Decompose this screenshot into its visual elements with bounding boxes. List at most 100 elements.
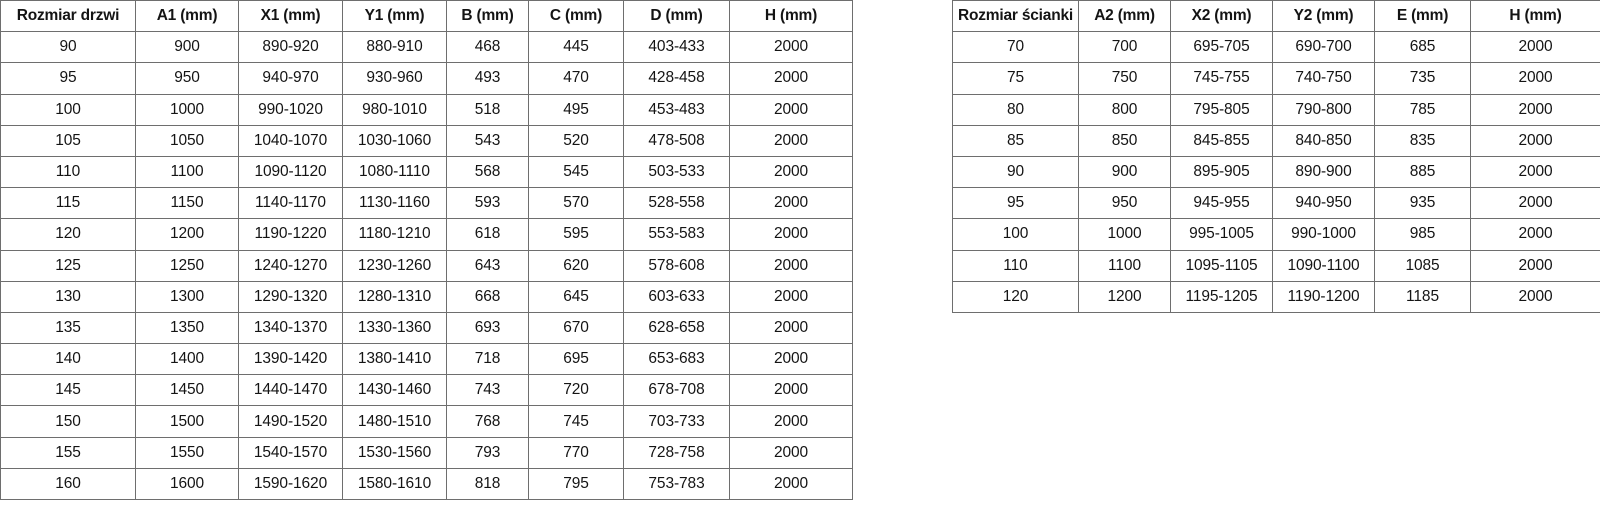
table-cell: 890-920 xyxy=(238,31,343,64)
table-cell: 2000 xyxy=(1470,187,1600,220)
table-cell: 1185 xyxy=(1374,280,1471,313)
table-cell: 2000 xyxy=(729,124,853,157)
row-size-cell: 90 xyxy=(0,31,136,64)
table-cell: 2000 xyxy=(729,218,853,251)
table-row: 70 700 695-705 690-700 685 2000 xyxy=(952,31,1600,64)
table-cell: 735 xyxy=(1374,62,1471,95)
table-cell: 668 xyxy=(446,280,529,313)
table-cell: 1195-1205 xyxy=(1170,280,1273,313)
table-cell: 645 xyxy=(528,280,624,313)
table-cell: 453-483 xyxy=(623,93,730,126)
table-cell: 1190-1200 xyxy=(1272,280,1375,313)
table-cell: 1340-1370 xyxy=(238,311,343,345)
table-row: 140 1400 1390-1420 1380-1410 718 695 653-683 20… xyxy=(0,343,853,376)
table-cell: 545 xyxy=(528,155,624,189)
table-cell: 2000 xyxy=(729,311,853,345)
table-cell: 695 xyxy=(528,343,624,376)
table-cell: 1440-1470 xyxy=(238,374,343,407)
door-table-body: 90 900 890-920 880-910 468 445 403-433 2000 95 95… xyxy=(0,31,853,501)
table-cell: 2000 xyxy=(729,280,853,313)
table-cell: 1200 xyxy=(135,218,239,251)
table-cell: 700 xyxy=(1078,31,1171,64)
table-cell: 520 xyxy=(528,124,624,157)
table-cell: 468 xyxy=(446,31,529,64)
table-cell: 1430-1460 xyxy=(342,374,447,407)
column-header: Y1 (mm) xyxy=(342,0,447,33)
table-cell: 950 xyxy=(135,62,239,95)
table-cell: 1580-1610 xyxy=(342,467,447,501)
table-cell: 670 xyxy=(528,311,624,345)
table-cell: 1230-1260 xyxy=(342,249,447,282)
table-cell: 1350 xyxy=(135,311,239,345)
table-cell: 1450 xyxy=(135,374,239,407)
table-cell: 690-700 xyxy=(1272,31,1375,64)
table-cell: 1085 xyxy=(1374,249,1471,282)
table-cell: 578-608 xyxy=(623,249,730,282)
table-cell: 900 xyxy=(1078,155,1171,189)
row-size-cell: 125 xyxy=(0,249,136,282)
table-cell: 595 xyxy=(528,218,624,251)
row-size-cell: 95 xyxy=(0,62,136,95)
table-cell: 553-583 xyxy=(623,218,730,251)
table-cell: 2000 xyxy=(729,374,853,407)
table-row: 115 1150 1140-1170 1130-1160 593 570 528-558 20… xyxy=(0,187,853,220)
table-row: 80 800 795-805 790-800 785 2000 xyxy=(952,93,1600,126)
table-cell: 1130-1160 xyxy=(342,187,447,220)
table-cell: 2000 xyxy=(729,436,853,469)
column-header: Y2 (mm) xyxy=(1272,0,1375,33)
table-cell: 753-783 xyxy=(623,467,730,501)
table-cell: 1280-1310 xyxy=(342,280,447,313)
table-cell: 1380-1410 xyxy=(342,343,447,376)
table-cell: 2000 xyxy=(729,187,853,220)
table-cell: 1190-1220 xyxy=(238,218,343,251)
table-header-row: Rozmiar drzwi A1 (mm) X1 (mm) Y1 (mm) B (mm)… xyxy=(0,0,853,33)
table-cell: 1390-1420 xyxy=(238,343,343,376)
row-size-cell: 115 xyxy=(0,187,136,220)
table-cell: 2000 xyxy=(729,31,853,64)
table-cell: 840-850 xyxy=(1272,124,1375,157)
table-cell: 703-733 xyxy=(623,405,730,438)
row-size-cell: 100 xyxy=(0,93,136,126)
table-cell: 745 xyxy=(528,405,624,438)
table-cell: 528-558 xyxy=(623,187,730,220)
table-cell: 935 xyxy=(1374,187,1471,220)
column-header: D (mm) xyxy=(623,0,730,33)
table-cell: 695-705 xyxy=(1170,31,1273,64)
table-cell: 593 xyxy=(446,187,529,220)
column-header: X1 (mm) xyxy=(238,0,343,33)
table-row: 145 1450 1440-1470 1430-1460 743 720 678-708 20… xyxy=(0,374,853,407)
wall-table-body: 70 700 695-705 690-700 685 2000 75 750 745-755 74… xyxy=(952,31,1600,313)
table-cell: 1140-1170 xyxy=(238,187,343,220)
table-cell: 768 xyxy=(446,405,529,438)
table-cell: 2000 xyxy=(1470,93,1600,126)
table-cell: 478-508 xyxy=(623,124,730,157)
row-size-cell: 100 xyxy=(952,218,1079,251)
table-row: 120 1200 1190-1220 1180-1210 618 595 553-583 20… xyxy=(0,218,853,251)
table-cell: 1290-1320 xyxy=(238,280,343,313)
table-cell: 1150 xyxy=(135,187,239,220)
table-cell: 990-1020 xyxy=(238,93,343,126)
table-cell: 745-755 xyxy=(1170,62,1273,95)
wall-panel-dimensions-table: Rozmiar ścianki A2 (mm) X2 (mm) Y2 (mm) E (m… xyxy=(952,0,1600,313)
table-cell: 603-633 xyxy=(623,280,730,313)
table-cell: 2000 xyxy=(729,62,853,95)
row-size-cell: 110 xyxy=(0,155,136,189)
table-cell: 493 xyxy=(446,62,529,95)
table-row: 90 900 895-905 890-900 885 2000 xyxy=(952,155,1600,189)
table-cell: 1180-1210 xyxy=(342,218,447,251)
table-row: 75 750 745-755 740-750 735 2000 xyxy=(952,62,1600,95)
table-cell: 543 xyxy=(446,124,529,157)
table-cell: 880-910 xyxy=(342,31,447,64)
table-cell: 900 xyxy=(135,31,239,64)
table-cell: 1030-1060 xyxy=(342,124,447,157)
table-cell: 795-805 xyxy=(1170,93,1273,126)
table-cell: 718 xyxy=(446,343,529,376)
table-cell: 2000 xyxy=(729,155,853,189)
table-row: 155 1550 1540-1570 1530-1560 793 770 728-758 20… xyxy=(0,436,853,469)
table-row: 105 1050 1040-1070 1030-1060 543 520 478-508 20… xyxy=(0,124,853,157)
table-cell: 985 xyxy=(1374,218,1471,251)
table-row: 95 950 945-955 940-950 935 2000 xyxy=(952,187,1600,220)
table-cell: 2000 xyxy=(729,249,853,282)
table-row: 100 1000 990-1020 980-1010 518 495 453-483 2000 xyxy=(0,93,853,126)
